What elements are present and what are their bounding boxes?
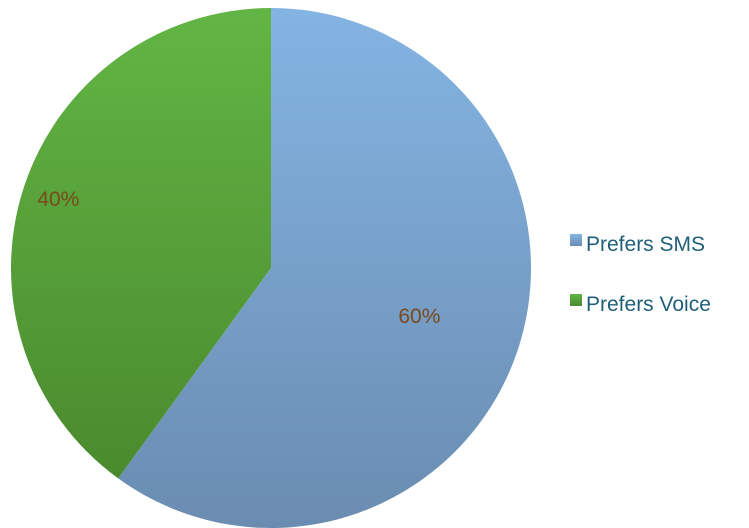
data-label-prefers-sms: 60% [398, 305, 440, 328]
pie-data-labels: 60% 40% [37, 188, 440, 328]
legend-swatch-prefers-sms [570, 234, 582, 246]
pie-slice-prefers-sms [118, 8, 531, 528]
pie-slices [10, 8, 531, 528]
pie-slice-prefers-voice [10, 8, 271, 479]
legend-label-prefers-sms: Prefers SMS [586, 233, 705, 256]
legend-swatch-prefers-voice [570, 294, 582, 306]
legend: Prefers SMS Prefers Voice [570, 233, 711, 316]
data-label-prefers-voice: 40% [37, 188, 79, 211]
legend-label-prefers-voice: Prefers Voice [586, 293, 711, 316]
